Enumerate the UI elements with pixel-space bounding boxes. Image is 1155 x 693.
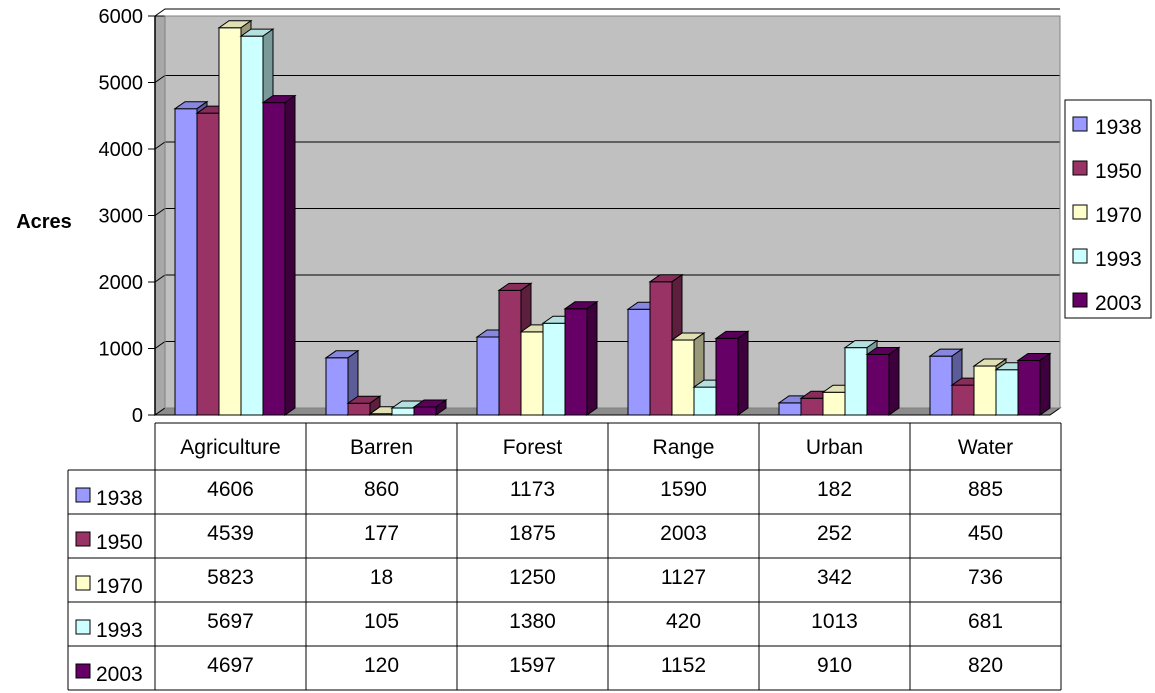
- table-header-cell: Barren: [350, 436, 413, 459]
- legend-swatch: [1072, 248, 1088, 264]
- bar: [563, 300, 599, 416]
- legend-label: 1950: [1095, 160, 1142, 183]
- y-tick-label: 5000: [99, 73, 144, 95]
- table-cell: 177: [364, 522, 399, 545]
- table-cell: 420: [666, 610, 701, 633]
- table-cell: 1127: [661, 566, 706, 589]
- plot-frame: [164, 15, 1061, 409]
- table-row-key: [75, 487, 91, 503]
- table-cell: 182: [817, 478, 852, 501]
- bar: [1016, 352, 1052, 416]
- table-cell: 450: [968, 522, 1003, 545]
- y-axis-label: Acres: [16, 211, 72, 233]
- table-cell: 5823: [207, 566, 254, 589]
- legend-swatch: [1072, 116, 1088, 132]
- legend-label: 1993: [1095, 248, 1142, 271]
- bar: [412, 399, 448, 416]
- table-header-cell: Water: [958, 436, 1013, 459]
- y-tick-label: 2000: [99, 272, 144, 294]
- plot-back-wall: [165, 16, 1060, 408]
- y-tick-label: 0: [132, 405, 143, 427]
- table-cell: 4606: [207, 478, 254, 501]
- table-row-label: 1970: [96, 575, 143, 598]
- table-cell: 1250: [509, 566, 556, 589]
- bar: [261, 94, 297, 416]
- gridline: [154, 8, 1060, 17]
- table-cell: 4697: [207, 654, 254, 677]
- table-cell: 1173: [510, 478, 555, 501]
- table-row-key: [75, 663, 91, 679]
- table-row-label: 2003: [96, 663, 143, 686]
- table-cell: 860: [364, 478, 399, 501]
- y-tick-label: 1000: [99, 339, 144, 361]
- table-row-key: [75, 619, 91, 635]
- table-cell: 1597: [509, 654, 556, 677]
- table-cell: 910: [817, 654, 852, 677]
- table-cell: 1013: [811, 610, 858, 633]
- table-header-cell: Forest: [503, 436, 563, 459]
- table-cell: 820: [968, 654, 1003, 677]
- y-tick-label: 4000: [99, 139, 144, 161]
- y-tick-label: 6000: [99, 6, 144, 28]
- plot-side-wall: [154, 15, 166, 416]
- table-cell: 681: [968, 610, 1003, 633]
- table-cell: 342: [817, 566, 852, 589]
- table-cell: 5697: [207, 610, 254, 633]
- table-cell: 18: [370, 566, 393, 589]
- table-row-label: 1950: [96, 531, 143, 554]
- legend-swatch: [1072, 160, 1088, 176]
- table-cell: 252: [817, 522, 852, 545]
- legend-swatch: [1072, 292, 1088, 308]
- legend: 1938 1950 1970 1993 2003: [1064, 99, 1152, 319]
- table-header-cell: Urban: [806, 436, 863, 459]
- table-cell: 1380: [509, 610, 556, 633]
- table-header-cell: Range: [653, 436, 715, 459]
- legend-swatch: [1072, 204, 1088, 220]
- bar: [714, 330, 750, 416]
- bar: [865, 346, 901, 416]
- table-cell: 1590: [660, 478, 707, 501]
- data-table: Agriculture Barren Forest Range Urban Water 19…: [67, 422, 1062, 691]
- legend-label: 2003: [1095, 292, 1142, 315]
- bars: [173, 19, 1052, 416]
- table-cell: 105: [364, 610, 399, 633]
- table-row-key: [75, 575, 91, 591]
- legend-label: 1970: [1095, 204, 1142, 227]
- table-header-cell: Agriculture: [180, 436, 280, 459]
- table-cell: 1875: [509, 522, 556, 545]
- table-cell: 885: [968, 478, 1003, 501]
- table-cell: 2003: [660, 522, 707, 545]
- table-cell: 4539: [207, 522, 254, 545]
- table-row-label: 1938: [96, 487, 143, 510]
- table-cell: 120: [364, 654, 399, 677]
- table-row-key: [75, 531, 91, 547]
- legend-label: 1938: [1095, 116, 1142, 139]
- table-row-label: 1993: [96, 619, 143, 642]
- table-cell: 1152: [661, 654, 706, 677]
- y-tick-label: 3000: [99, 206, 144, 228]
- y-axis-ticks: 0 1000 2000 3000 4000 5000 6000: [99, 6, 155, 427]
- table-cell: 736: [968, 566, 1003, 589]
- bar: [346, 395, 382, 416]
